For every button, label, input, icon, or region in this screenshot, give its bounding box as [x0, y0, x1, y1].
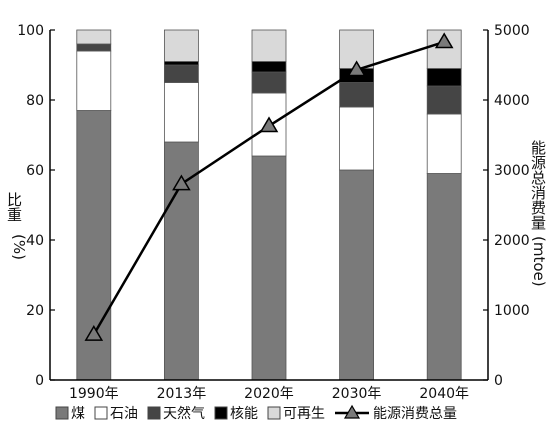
left-tick-label: 20 — [26, 303, 44, 319]
right-axis-title: 能源总消费量 — [529, 140, 547, 230]
left-tick-label: 40 — [26, 233, 44, 249]
consumption-point-1 — [84, 325, 104, 341]
right-tick-label: 0 — [494, 373, 503, 389]
x-tick-label: 1990年 — [69, 386, 119, 402]
bar-segment-4-2 — [163, 61, 199, 66]
bar-segment-2-1 — [76, 50, 112, 111]
bar-segment-1-5 — [426, 173, 462, 381]
left-tick-label: 60 — [26, 163, 44, 179]
legend-swatch-2 — [94, 406, 108, 420]
legend-swatch-4 — [214, 406, 228, 420]
legend-label-4: 核能 — [230, 406, 258, 422]
x-tick-label: 2030年 — [332, 386, 382, 402]
left-tick-label: 80 — [26, 93, 44, 109]
bar-segment-4-5 — [426, 68, 462, 87]
right-tick-label: 2000 — [494, 233, 530, 249]
bar-segment-5-2 — [163, 29, 199, 62]
bars — [76, 29, 462, 381]
bar-segment-4-3 — [251, 61, 287, 73]
legend-label-1: 煤 — [71, 406, 85, 422]
bar-segment-3-1 — [76, 43, 112, 52]
bar-segment-1-3 — [251, 155, 287, 381]
bar-segment-3-4 — [339, 82, 375, 108]
legend-swatch-3 — [147, 406, 161, 420]
bar-segment-2-5 — [426, 113, 462, 174]
bar-segment-3-5 — [426, 85, 462, 115]
right-tick-label: 5000 — [494, 23, 530, 39]
legend: 煤 石油 天然气 核能 可再生 能源消费总量 — [55, 404, 457, 422]
consumption-point-2 — [172, 174, 191, 191]
left-tick-label: 0 — [35, 373, 44, 389]
legend-swatch-1 — [55, 406, 69, 420]
right-tick-label: 4000 — [494, 93, 530, 109]
axes — [49, 30, 489, 381]
x-tick-label: 2040年 — [419, 386, 469, 402]
x-tick-label: 2013年 — [157, 386, 207, 402]
right-tick-label: 3000 — [494, 163, 530, 179]
bar-segment-5-3 — [251, 29, 287, 62]
total-consumption-line — [84, 32, 454, 341]
bar-segment-2-4 — [339, 106, 375, 171]
consumption-point-5 — [434, 32, 454, 49]
left-axis-title: 比重 — [5, 192, 23, 222]
left-axis-ticks: 0 20 40 60 80 100 — [17, 23, 55, 389]
legend-label-5: 可再生 — [283, 406, 325, 422]
x-axis-ticks: 1990年 2013年 2020年 2030年 2040年 — [69, 386, 469, 402]
legend-swatch-5 — [267, 406, 281, 420]
consumption-point-4 — [347, 60, 366, 77]
legend-label-2: 石油 — [110, 406, 138, 422]
left-axis-unit: (%) — [10, 234, 28, 260]
right-axis-unit: (mtoe) — [530, 236, 548, 287]
bar-segment-1-4 — [339, 169, 375, 381]
bar-segment-2-2 — [163, 82, 199, 143]
right-tick-label: 1000 — [494, 303, 530, 319]
bar-segment-3-2 — [163, 64, 199, 83]
bar-segment-5-1 — [76, 29, 112, 45]
left-tick-label: 100 — [17, 23, 44, 39]
x-tick-label: 2020年 — [244, 386, 294, 402]
bar-segment-3-3 — [251, 71, 287, 94]
right-axis-ticks: 0 1000 2000 3000 4000 5000 — [483, 23, 530, 389]
legend-label-3: 天然气 — [163, 405, 205, 422]
legend-line-marker — [343, 404, 361, 419]
legend-label-line: 能源消费总量 — [373, 406, 457, 422]
consumption-point-3 — [259, 116, 279, 133]
